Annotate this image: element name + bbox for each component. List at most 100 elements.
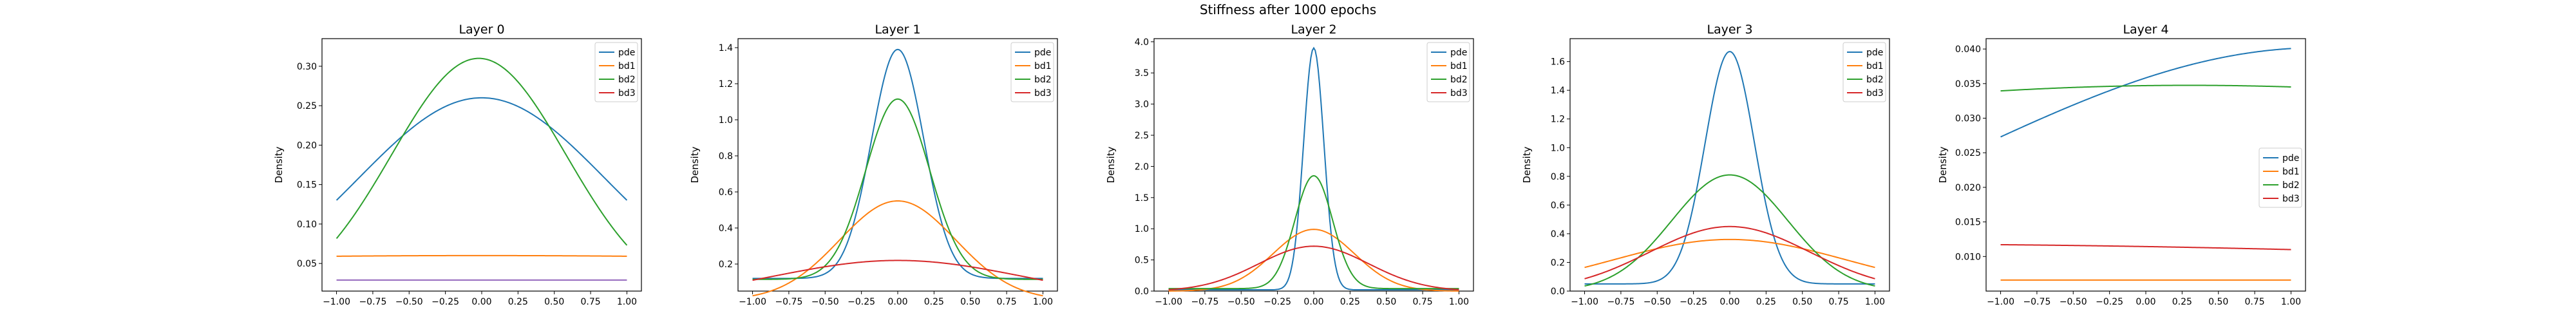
y-tick-label: 1.2 (719, 79, 733, 90)
legend-label-bd3: bd3 (2282, 194, 2300, 204)
x-tick-label: 0.75 (581, 297, 601, 307)
legend: pde bd1 bd2 bd3 (594, 42, 638, 102)
panel-title: Layer 1 (875, 23, 920, 37)
legend-label-pde: pde (1034, 48, 1051, 58)
legend-label-bd2: bd2 (1450, 75, 1468, 85)
legend-label-bd1: bd1 (1450, 61, 1468, 71)
axes-frame (1569, 38, 1890, 292)
y-tick-label: 0.15 (297, 180, 317, 191)
x-tick-label: 0.00 (2136, 297, 2155, 307)
series-line-pde (1584, 51, 1875, 285)
y-tick-label: 4.0 (1135, 37, 1149, 48)
x-tick-label: 0.50 (960, 297, 980, 307)
y-tick-label: 2.0 (1135, 162, 1149, 172)
legend-label-pde: pde (1450, 48, 1467, 58)
x-tick-label: −0.50 (1643, 297, 1671, 307)
legend-label-bd2: bd2 (2282, 180, 2300, 191)
y-axis-label: Density (273, 146, 285, 183)
x-tick-label: 0.50 (1792, 297, 1812, 307)
x-tick-label: 1.00 (617, 297, 637, 307)
y-tick-label: 3.0 (1135, 100, 1149, 110)
y-tick-label: 0.25 (297, 101, 317, 111)
y-tick-label: 0.015 (1955, 218, 1981, 228)
x-tick-label: −1.00 (1571, 297, 1598, 307)
legend-label-bd1: bd1 (618, 61, 636, 71)
legend-label-bd2: bd2 (1034, 75, 1052, 85)
legend-label-bd1: bd1 (2282, 167, 2300, 177)
legend-box (1426, 42, 1470, 102)
panel-layer-2: Layer 2 Density −1.00 −0.75 −0.50 −0.25 0.00 0.… (1105, 23, 1474, 307)
x-tick-label: −0.75 (1607, 297, 1634, 307)
panel-title: Layer 4 (2123, 23, 2168, 37)
series-line-bd3 (2000, 243, 2291, 251)
y-tick-label: 1.0 (1135, 224, 1149, 234)
x-tick-label: −0.75 (359, 297, 386, 307)
panel-layer-0: Layer 0 Density −1.00 −0.75 −0.50 −0.25 0.00 0.… (273, 23, 642, 307)
x-tick-label: 1.00 (2281, 297, 2301, 307)
x-tick-label: 0.75 (997, 297, 1017, 307)
legend-label-bd3: bd3 (1866, 88, 1884, 99)
x-tick-label: −0.25 (1264, 297, 1291, 307)
legend-label-pde: pde (2282, 153, 2299, 164)
legend-label-bd2: bd2 (618, 75, 636, 85)
x-tick-label: −0.25 (848, 297, 875, 307)
y-tick-label: 0.5 (1135, 256, 1149, 266)
x-tick-label: 0.00 (1303, 297, 1323, 307)
x-tick-label: 0.75 (1829, 297, 1849, 307)
series-line-bd3 (1584, 225, 1875, 279)
y-tick-label: 0.6 (719, 187, 733, 198)
y-tick-label: 0.4 (719, 223, 733, 234)
x-tick-label: −0.50 (2060, 297, 2087, 307)
panels: Layer 0 Density −1.00 −0.75 −0.50 −0.25 0.00 0.… (273, 23, 2306, 307)
legend-label-bd3: bd3 (1450, 88, 1468, 99)
x-tick-label: −0.75 (1191, 297, 1218, 307)
y-tick-label: 0.0 (1135, 287, 1149, 297)
series-line-bd2 (2000, 84, 2291, 92)
y-tick-label: 0.10 (297, 220, 317, 230)
y-tick-label: 0.4 (1551, 229, 1565, 240)
y-tick-label: 1.4 (1551, 86, 1565, 96)
legend-label-bd1: bd1 (1034, 61, 1052, 71)
legend-box (1842, 42, 1886, 102)
y-tick-label: 0.20 (297, 140, 317, 151)
x-tick-label: 1.00 (1865, 297, 1885, 307)
x-tick-label: 0.25 (508, 297, 528, 307)
axes-frame (1153, 38, 1474, 292)
y-tick-label: 1.6 (1551, 57, 1565, 68)
y-tick-label: 0.2 (719, 260, 733, 270)
legend-box (1010, 42, 1054, 102)
figure-title: Stiffness after 1000 epochs (1200, 2, 1376, 17)
y-axis-label: Density (689, 146, 701, 183)
x-tick-label: 0.75 (1413, 297, 1433, 307)
y-tick-label: 0.025 (1955, 148, 1981, 158)
series-line-pde (2000, 48, 2291, 138)
legend-label-bd1: bd1 (1866, 61, 1884, 71)
series-line-bd2 (752, 98, 1043, 280)
y-axis-label: Density (1105, 146, 1117, 183)
y-tick-label: 0.30 (297, 62, 317, 72)
legend-label-bd3: bd3 (618, 88, 636, 99)
series-line-bd2 (336, 57, 628, 246)
x-tick-label: −0.25 (431, 297, 459, 307)
panel-layer-4: Layer 4 Density −1.00 −0.75 −0.50 −0.25 0.00 0.… (1937, 23, 2306, 307)
x-tick-label: 0.25 (924, 297, 944, 307)
y-tick-label: 0.2 (1551, 258, 1565, 268)
legend-label-pde: pde (1866, 48, 1883, 58)
x-tick-label: −1.00 (323, 297, 350, 307)
x-tick-label: −1.00 (739, 297, 766, 307)
y-tick-label: 0.040 (1955, 44, 1981, 55)
y-tick-label: 1.4 (719, 43, 733, 53)
x-tick-label: −0.75 (775, 297, 802, 307)
panel-title: Layer 0 (459, 23, 504, 37)
series-line-pde (752, 48, 1043, 279)
axes-frame (737, 38, 1058, 292)
series-line-bd2 (1168, 175, 1459, 290)
y-tick-label: 0.6 (1551, 200, 1565, 211)
x-tick-label: 0.50 (2208, 297, 2228, 307)
y-tick-label: 1.2 (1551, 115, 1565, 125)
series-line-bd1 (1584, 238, 1875, 269)
y-tick-label: 0.8 (1551, 172, 1565, 182)
legend: pde bd1 bd2 bd3 (1426, 42, 1470, 102)
legend-box (2259, 147, 2302, 208)
